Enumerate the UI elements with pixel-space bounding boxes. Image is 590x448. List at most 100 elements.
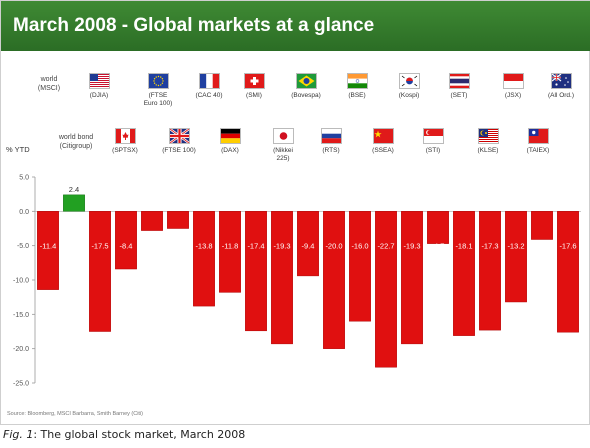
legend-row1-item: (All Ord.) [538, 73, 584, 100]
uk-flag-icon [156, 128, 202, 144]
legend-row2-label: (RTS) [322, 147, 340, 154]
bar [323, 211, 345, 349]
bar-value-label: -18.1 [455, 241, 472, 250]
legend-row1-item: (DJIA) [76, 73, 122, 100]
bar-value-label: -4.7 [432, 241, 445, 250]
bar [505, 211, 527, 303]
legend-row2-label: world bond (Citigroup) [58, 134, 94, 150]
bar [453, 211, 475, 336]
legend-row1-item: (SET) [436, 73, 482, 100]
france-flag-icon [186, 73, 232, 89]
legend-row1-label: (SMI) [246, 92, 262, 99]
bar-value-label: -17.6 [559, 241, 576, 250]
chart-frame: March 2008 - Global markets at a glance … [0, 0, 590, 425]
legend-row2-label: (Nikkei 225) [273, 147, 293, 162]
bar-value-label: -8.4 [120, 241, 133, 250]
switzerland-flag-icon [231, 73, 277, 89]
indonesia-flag-icon [490, 73, 536, 89]
bar-value-label: -2.8 [146, 241, 159, 250]
legend-row2-label: (STI) [425, 147, 441, 154]
legend-row1-label: (FTSE Euro 100) [143, 92, 173, 107]
russia-flag-icon [308, 128, 354, 144]
legend-row1-item: (CAC 40) [186, 73, 232, 100]
y-axis-label: % YTD [6, 145, 30, 154]
us-flag-icon [76, 73, 122, 89]
bar-value-label: -17.5 [91, 241, 108, 250]
thailand-flag-icon [436, 73, 482, 89]
bar-chart: 5.0 0.0 -5.0 -10.0 -15.0 -20.0 -25.0 -11.4 2.4 -1… [13, 175, 581, 388]
legend-row1-label: (All Ord.) [548, 92, 574, 99]
legend-row2-item: (SPTSX) [102, 128, 148, 155]
legend-row1-item: (JSX) [490, 73, 536, 100]
bar-value-label: -13.2 [507, 241, 524, 250]
legend-row2-item: (SSEA) [360, 128, 406, 155]
australia-flag-icon [538, 73, 584, 89]
legend-row1-item: (Bovespa) [283, 73, 329, 100]
eu-flag-icon [135, 73, 181, 89]
legend-row2-item: (RTS) [308, 128, 354, 155]
legend-row1-item: (SMI) [231, 73, 277, 100]
brazil-flag-icon [283, 73, 329, 89]
legend-row2-label: (DAX) [221, 147, 239, 154]
chart-title: March 2008 - Global markets at a glance [13, 15, 375, 36]
legend-row1-label: (Kospi) [398, 92, 420, 99]
figure-caption: Fig. 1: The global stock market, March 2… [3, 428, 245, 441]
bar-value-label: -2.5 [172, 241, 185, 250]
japan-flag-icon [260, 128, 306, 144]
legend-row2-item: (TAIEX) [515, 128, 561, 155]
bar [219, 211, 241, 293]
legend-row2-item: (DAX) [207, 128, 253, 155]
bar [167, 211, 189, 229]
y-tick-label: 0.0 [19, 209, 29, 216]
bar [375, 211, 397, 368]
india-flag-icon [334, 73, 380, 89]
bar [63, 194, 85, 212]
bar-value-label: -11.8 [222, 241, 239, 250]
bar [89, 211, 111, 332]
source-note: Source: Bloomberg, MSCI Barbarra, Smith … [7, 411, 144, 417]
bar [245, 211, 267, 332]
y-tick-label: -10.0 [13, 278, 29, 285]
bar-value-label: -11.4 [40, 241, 57, 250]
singapore-flag-icon [410, 128, 456, 144]
bar [479, 211, 501, 331]
bar-value-label: -20.0 [325, 241, 342, 250]
china-flag-icon [360, 128, 406, 144]
bar-value-label: -4.1 [536, 241, 549, 250]
legend-row2-label: (TAIEX) [526, 147, 550, 154]
bar-value-label: -16.0 [351, 241, 368, 250]
bar [427, 211, 449, 244]
bar-value-label: -22.7 [377, 241, 394, 250]
legend-row1-label: world (MSCI) [37, 76, 61, 92]
caption-text: : The global stock market, March 2008 [33, 428, 246, 441]
caption-prefix: Fig. 1 [3, 428, 34, 441]
bar-value-label: 2.4 [69, 185, 79, 194]
legend-row2-label: (SPTSX) [112, 147, 138, 154]
bar-value-label: -17.3 [481, 241, 498, 250]
y-tick-label: -25.0 [13, 381, 29, 388]
malaysia-flag-icon [465, 128, 511, 144]
legend-row2-item: (STI) [410, 128, 456, 155]
legend-row1-item: (BSE) [334, 73, 380, 100]
bar [297, 211, 319, 277]
bar [349, 211, 371, 322]
bar [531, 211, 553, 240]
legend-row1-label: (Bovespa) [291, 92, 321, 99]
bar-value-label: -13.8 [195, 241, 212, 250]
legend-row1-item: (Kospi) [386, 73, 432, 100]
legend-row2-item: (KLSE) [465, 128, 511, 155]
bar [401, 211, 423, 345]
bar-value-label: -17.4 [247, 241, 264, 250]
legend-row2-label: (KLSE) [477, 147, 499, 154]
bar [37, 211, 59, 290]
legend-row1-item: (FTSE Euro 100) [135, 73, 181, 108]
y-tick-label: -5.0 [17, 243, 29, 250]
bar [141, 211, 163, 231]
legend-row2-label: (SSEA) [372, 147, 394, 154]
legend-row1-label: (SET) [450, 92, 468, 99]
title-bar: March 2008 - Global markets at a glance [1, 1, 590, 51]
y-tick-label: -15.0 [13, 312, 29, 319]
canada-flag-icon [102, 128, 148, 144]
bar [193, 211, 215, 307]
bar-value-label: -9.4 [302, 241, 315, 250]
